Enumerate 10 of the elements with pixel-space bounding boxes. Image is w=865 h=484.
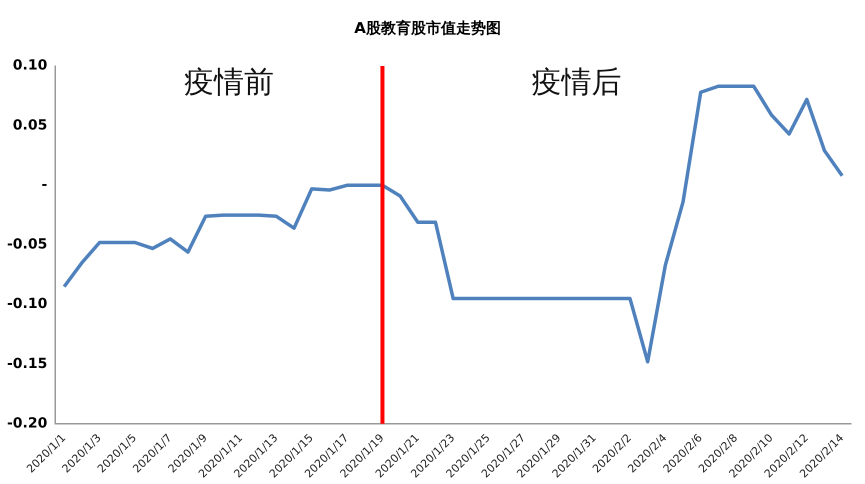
annotation: 疫情前: [184, 64, 274, 100]
y-tick-label: -0.10: [6, 296, 48, 312]
y-tick-label: 0.10: [12, 58, 48, 74]
y-tick-label: 0.05: [12, 117, 48, 134]
y-tick-label: -: [42, 176, 48, 193]
y-tick-label: -0.05: [6, 236, 48, 253]
y-tick-label: -0.20: [6, 415, 48, 432]
annotation: 疫情后: [532, 64, 622, 100]
y-tick-label: -0.15: [6, 356, 48, 372]
chart-title: A股教育股市值走势图: [354, 18, 501, 37]
